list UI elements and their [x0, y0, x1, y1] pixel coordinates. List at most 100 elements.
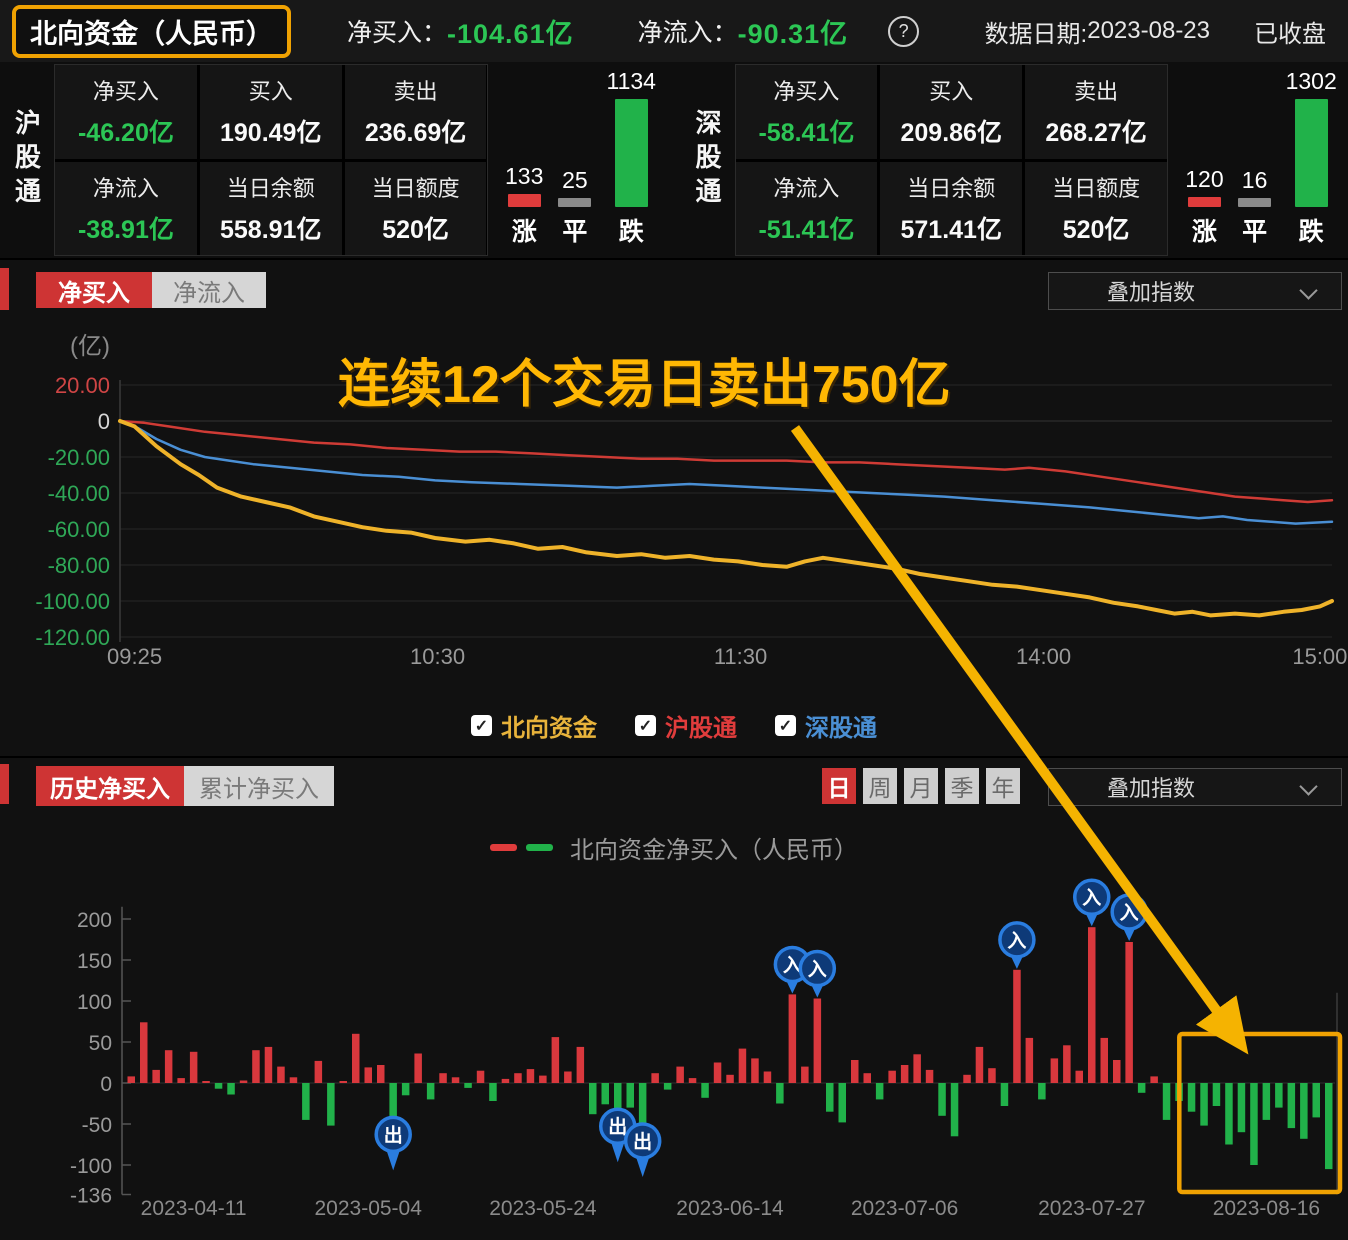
history-bar	[714, 1063, 722, 1084]
y-tick-label: 0	[100, 1073, 112, 1096]
unit-label: (亿)	[70, 326, 110, 361]
chevron-down-icon	[1299, 281, 1317, 299]
y-tick-label: 200	[77, 909, 112, 932]
stat-cell-value: 520亿	[382, 210, 449, 246]
series-checkbox[interactable]: ✓深股通	[775, 708, 877, 743]
history-bar	[439, 1073, 447, 1083]
pin-glyph: 入	[1120, 902, 1139, 924]
stat-cell: 当日额度 520亿	[345, 162, 487, 256]
x-tick-label: 2023-07-06	[851, 1197, 958, 1220]
history-bar	[826, 1083, 834, 1112]
page-title: 北向资金（人民币）	[12, 5, 291, 58]
history-bar	[589, 1083, 597, 1114]
panel-shenzhen-label: 深股通	[681, 64, 735, 256]
tab-cumulative-net-buy[interactable]: 累计净买入	[184, 766, 334, 806]
period-button-季[interactable]: 季	[945, 768, 979, 804]
breadth-label: 涨	[512, 212, 537, 248]
history-bar	[315, 1061, 323, 1083]
x-tick-label: 2023-07-27	[1038, 1197, 1145, 1220]
stat-cell: 当日余额 558.91亿	[200, 162, 342, 256]
history-bar	[627, 1083, 635, 1108]
legend-dash-green	[526, 844, 553, 851]
stat-cell-label: 当日余额	[907, 171, 995, 203]
history-bar	[1076, 1071, 1084, 1083]
period-button-月[interactable]: 月	[904, 768, 938, 804]
history-bar	[651, 1073, 659, 1083]
y-tick-label: 100	[77, 991, 112, 1014]
period-button-group: 日周月季年	[822, 768, 1020, 804]
breadth-label: 平	[1242, 212, 1267, 248]
period-button-周[interactable]: 周	[863, 768, 897, 804]
chart-legend: 北向资金净买入（人民币）	[0, 830, 1348, 865]
history-bar	[1238, 1083, 1246, 1132]
tab-history-net-buy[interactable]: 历史净买入	[36, 766, 184, 806]
intraday-tabs: 净买入 净流入	[36, 272, 266, 308]
history-bar	[789, 994, 797, 1083]
tab-net-buy[interactable]: 净买入	[36, 272, 152, 308]
pin-glyph: 入	[808, 959, 827, 981]
stat-cell-label: 当日余额	[227, 171, 315, 203]
history-bar	[1163, 1083, 1171, 1120]
period-button-年[interactable]: 年	[986, 768, 1020, 804]
x-tick-label: 10:30	[410, 644, 465, 669]
stat-cell-label: 当日额度	[372, 171, 460, 203]
breadth-bar	[1188, 197, 1221, 207]
overlay-index-label: 叠加指数	[1107, 275, 1195, 307]
stat-cell-value: 558.91亿	[220, 210, 321, 246]
y-tick-label: -50	[82, 1114, 112, 1137]
series-checkbox[interactable]: ✓ 北向资金	[471, 708, 597, 743]
history-bar	[901, 1065, 909, 1083]
history-bar	[676, 1067, 684, 1083]
overlay-index-dropdown[interactable]: 叠加指数	[1048, 272, 1342, 310]
legend-dash-red	[490, 844, 517, 851]
checkbox-checked-icon: ✓	[471, 715, 492, 736]
series-checkbox[interactable]: ✓沪股通	[635, 708, 737, 743]
stat-cell-label: 卖出	[1074, 74, 1118, 106]
pin-glyph: 入	[1007, 930, 1026, 952]
series-checkbox-label: 沪股通	[665, 708, 737, 743]
breadth-bar	[615, 99, 648, 207]
history-bar	[876, 1083, 884, 1099]
history-bar	[577, 1047, 585, 1083]
series-checkbox-label: 北向资金	[501, 708, 597, 743]
history-bar	[402, 1083, 410, 1095]
help-icon[interactable]: ?	[888, 16, 919, 47]
history-bar	[1300, 1083, 1308, 1139]
history-bar	[839, 1083, 847, 1122]
history-bar	[1213, 1083, 1221, 1106]
x-tick-label: 09:25	[107, 644, 162, 669]
history-bar	[1013, 970, 1021, 1083]
history-bar	[776, 1083, 784, 1104]
top-bar: 北向资金（人民币） 净买入： -104.61亿 净流入： -90.31亿 ? 数…	[0, 0, 1348, 62]
history-bar	[477, 1071, 485, 1083]
history-bar	[365, 1067, 373, 1083]
history-bar	[764, 1072, 772, 1084]
breadth-label: 跌	[619, 212, 644, 248]
history-bar	[527, 1069, 535, 1083]
history-tabs: 历史净买入 累计净买入	[36, 766, 334, 806]
history-bar	[302, 1083, 310, 1120]
stat-cell: 净买入-58.41亿	[736, 65, 878, 159]
tab-net-inflow[interactable]: 净流入	[152, 272, 266, 308]
accent-bar	[0, 764, 9, 804]
period-button-日[interactable]: 日	[822, 768, 856, 804]
history-bar	[851, 1060, 859, 1083]
history-bar	[1063, 1045, 1071, 1083]
breadth-count: 1134	[606, 68, 655, 95]
overlay-index-dropdown-2[interactable]: 叠加指数	[1048, 768, 1342, 806]
history-bar	[1225, 1083, 1233, 1145]
y-tick-label: -20.00	[48, 445, 110, 470]
stat-cell: 净流入-38.91亿	[55, 162, 197, 256]
history-bar	[128, 1076, 136, 1083]
intraday-chart[interactable]: 20.000-20.00-40.00-60.00-80.00-100.00-12…	[0, 260, 1348, 756]
history-bar	[1250, 1083, 1258, 1165]
stat-cell-value: -38.91亿	[78, 210, 174, 246]
